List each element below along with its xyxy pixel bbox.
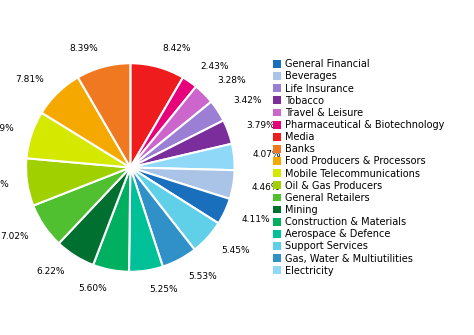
Wedge shape [130, 168, 235, 199]
Wedge shape [130, 86, 211, 168]
Text: 3.28%: 3.28% [217, 76, 246, 85]
Text: 3.42%: 3.42% [234, 96, 262, 105]
Text: 7.02%: 7.02% [0, 232, 28, 241]
Text: 7.36%: 7.36% [0, 181, 9, 190]
Text: 4.46%: 4.46% [252, 183, 280, 192]
Wedge shape [130, 168, 195, 267]
Legend: General Financial, Beverages, Life Insurance, Tobacco, Travel & Leisure, Pharmac: General Financial, Beverages, Life Insur… [271, 57, 447, 278]
Text: 7.39%: 7.39% [0, 124, 14, 133]
Wedge shape [27, 113, 130, 168]
Wedge shape [129, 168, 163, 272]
Wedge shape [42, 77, 130, 168]
Text: 5.60%: 5.60% [79, 284, 107, 293]
Wedge shape [130, 168, 219, 250]
Wedge shape [33, 168, 130, 244]
Wedge shape [93, 168, 130, 272]
Wedge shape [59, 168, 130, 265]
Text: 6.22%: 6.22% [36, 267, 65, 276]
Text: 8.39%: 8.39% [70, 44, 98, 53]
Text: 7.81%: 7.81% [16, 75, 45, 84]
Wedge shape [130, 168, 230, 223]
Wedge shape [130, 121, 232, 168]
Text: 4.11%: 4.11% [242, 215, 271, 224]
Wedge shape [130, 77, 196, 168]
Text: 3.79%: 3.79% [246, 121, 275, 130]
Text: 4.07%: 4.07% [253, 150, 282, 159]
Wedge shape [130, 102, 223, 168]
Wedge shape [78, 63, 130, 168]
Text: 5.45%: 5.45% [222, 246, 250, 255]
Text: 5.25%: 5.25% [149, 285, 178, 294]
Text: 2.43%: 2.43% [201, 62, 229, 71]
Text: 8.42%: 8.42% [163, 44, 191, 53]
Wedge shape [130, 63, 183, 168]
Text: 5.53%: 5.53% [188, 272, 217, 280]
Wedge shape [26, 158, 130, 206]
Wedge shape [130, 144, 235, 170]
